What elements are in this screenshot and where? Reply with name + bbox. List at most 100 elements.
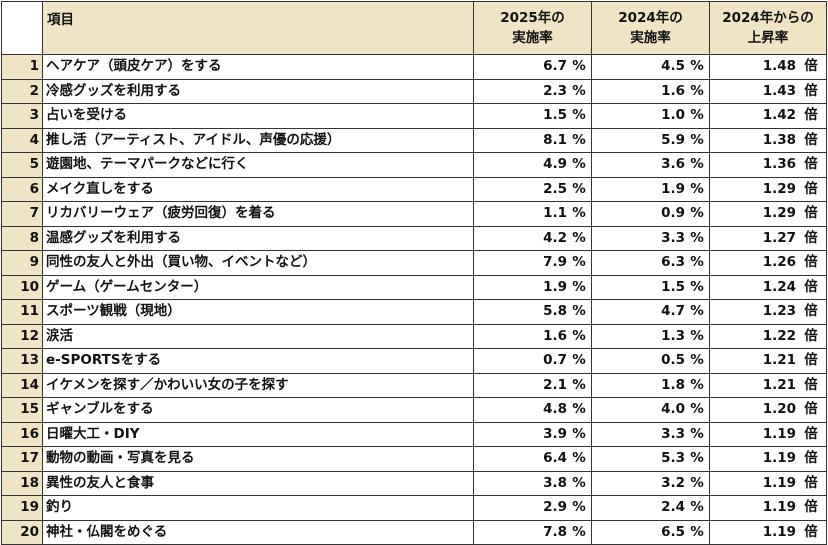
times-unit: 倍 xyxy=(804,474,818,491)
rank-number: 3 xyxy=(1,103,43,129)
ratio-cell: 1.19 倍 xyxy=(709,421,827,447)
ratio-value: 1.48 xyxy=(762,58,796,74)
percent-unit: % xyxy=(690,205,704,221)
item-label: 日曜大工・DIY xyxy=(42,421,474,447)
rate-2025-value: 6.4 xyxy=(543,450,567,466)
times-unit: 倍 xyxy=(804,180,818,197)
ratio-cell: 1.29 倍 xyxy=(709,201,827,227)
percent-unit: % xyxy=(572,107,586,123)
table-row: 10 ゲーム（ゲームセンター） 1.9% 1.5% 1.24 倍 xyxy=(1,274,827,300)
percent-unit: % xyxy=(572,450,586,466)
times-unit: 倍 xyxy=(804,425,818,442)
table-row: 18 異性の友人と食事 3.8% 3.2% 1.19 倍 xyxy=(1,470,827,496)
times-unit: 倍 xyxy=(804,376,818,393)
rate-2024-value: 1.9 xyxy=(661,180,685,197)
rate-2024-cell: 3.3% xyxy=(591,421,710,447)
percent-unit: % xyxy=(572,156,586,172)
rank-number: 1 xyxy=(1,54,43,80)
ratio-value: 1.29 xyxy=(762,205,796,221)
rate-2025-value: 2.1 xyxy=(543,376,567,393)
rate-2024-cell: 5.3% xyxy=(591,446,710,472)
item-label: 涙活 xyxy=(42,323,474,349)
rate-2025-value: 1.9 xyxy=(543,278,567,295)
header-2024-rate: 2024年の 実施率 xyxy=(591,1,710,55)
rate-2025-cell: 2.3% xyxy=(473,78,592,104)
rate-2025-cell: 1.9% xyxy=(473,274,592,300)
rate-2025-value: 2.5 xyxy=(543,180,567,197)
rate-2025-value: 6.7 xyxy=(543,58,567,74)
header-increase-ratio: 2024年からの 上昇率 xyxy=(709,1,827,55)
percent-unit: % xyxy=(690,278,704,295)
ratio-value: 1.19 xyxy=(762,499,796,515)
percent-unit: % xyxy=(690,401,704,417)
rate-2024-value: 3.6 xyxy=(661,156,685,172)
percent-unit: % xyxy=(572,352,586,368)
times-unit: 倍 xyxy=(804,107,818,123)
rate-2024-value: 1.8 xyxy=(661,376,685,393)
rate-2025-value: 1.6 xyxy=(543,327,567,344)
percent-unit: % xyxy=(572,254,586,270)
percent-unit: % xyxy=(690,352,704,368)
rate-2025-cell: 3.8% xyxy=(473,470,592,496)
rate-2024-cell: 1.6% xyxy=(591,78,710,104)
times-unit: 倍 xyxy=(804,131,818,148)
header-ratio-line2: 上昇率 xyxy=(747,30,789,46)
rate-2025-cell: 7.9% xyxy=(473,250,592,276)
times-unit: 倍 xyxy=(804,523,818,540)
rate-2024-value: 5.3 xyxy=(661,450,685,466)
table-row: 6 メイク直しをする 2.5% 1.9% 1.29 倍 xyxy=(1,176,827,202)
table-row: 4 推し活（アーティスト、アイドル、声優の応援） 8.1% 5.9% 1.38 倍 xyxy=(1,127,827,153)
times-unit: 倍 xyxy=(804,58,818,74)
percent-unit: % xyxy=(690,254,704,270)
times-unit: 倍 xyxy=(804,401,818,417)
ratio-cell: 1.38 倍 xyxy=(709,127,827,153)
header-2024-line2: 実施率 xyxy=(630,30,671,46)
rate-2025-cell: 0.7% xyxy=(473,348,592,374)
rate-2025-cell: 3.9% xyxy=(473,421,592,447)
ratio-cell: 1.36 倍 xyxy=(709,152,827,178)
ratio-cell: 1.26 倍 xyxy=(709,250,827,276)
item-label: e-SPORTSをする xyxy=(42,348,474,374)
percent-unit: % xyxy=(690,425,704,442)
percent-unit: % xyxy=(572,180,586,197)
percent-unit: % xyxy=(690,327,704,344)
rate-2024-value: 2.4 xyxy=(661,499,685,515)
times-unit: 倍 xyxy=(804,450,818,466)
rank-number: 14 xyxy=(1,372,43,398)
percent-unit: % xyxy=(572,303,586,319)
item-label: 温感グッズを利用する xyxy=(42,225,474,251)
rate-2025-cell: 6.4% xyxy=(473,446,592,472)
ratio-cell: 1.19 倍 xyxy=(709,446,827,472)
table-row: 15 ギャンブルをする 4.8% 4.0% 1.20 倍 xyxy=(1,397,827,423)
item-label: 遊園地、テーマパークなどに行く xyxy=(42,152,474,178)
percent-unit: % xyxy=(572,474,586,491)
percent-unit: % xyxy=(690,131,704,148)
rank-number: 12 xyxy=(1,323,43,349)
table-row: 20 神社・仏閣をめぐる 7.8% 6.5% 1.19 倍 xyxy=(1,519,827,545)
percent-unit: % xyxy=(572,401,586,417)
rank-number: 7 xyxy=(1,201,43,227)
rate-2025-cell: 7.8% xyxy=(473,519,592,545)
rate-2024-cell: 4.5% xyxy=(591,54,710,80)
ratio-cell: 1.48 倍 xyxy=(709,54,827,80)
times-unit: 倍 xyxy=(804,229,818,246)
times-unit: 倍 xyxy=(804,303,818,319)
table-body: 1 ヘアケア（頭皮ケア）をする 6.7% 4.5% 1.48 倍 2 冷感グッズを利用する 2.… xyxy=(1,54,827,545)
ratio-cell: 1.22 倍 xyxy=(709,323,827,349)
table-row: 11 スポーツ観戦（現地） 5.8% 4.7% 1.23 倍 xyxy=(1,299,827,325)
rate-2024-value: 3.3 xyxy=(661,425,685,442)
item-label: リカバリーウェア（疲労回復）を着る xyxy=(42,201,474,227)
rate-2024-cell: 1.9% xyxy=(591,176,710,202)
table-row: 5 遊園地、テーマパークなどに行く 4.9% 3.6% 1.36 倍 xyxy=(1,152,827,178)
item-label: ゲーム（ゲームセンター） xyxy=(42,274,474,300)
table-header-row: 項目 2025年の 実施率 2024年の 実施率 2024年からの 上昇率 xyxy=(1,1,827,55)
ratio-value: 1.36 xyxy=(762,156,796,172)
ratio-cell: 1.43 倍 xyxy=(709,78,827,104)
rate-2024-value: 5.9 xyxy=(661,131,685,148)
rank-number: 8 xyxy=(1,225,43,251)
rate-2025-cell: 4.2% xyxy=(473,225,592,251)
item-label: 異性の友人と食事 xyxy=(42,470,474,496)
rate-2024-value: 1.3 xyxy=(661,327,685,344)
percent-unit: % xyxy=(690,82,704,99)
ratio-value: 1.29 xyxy=(762,180,796,197)
